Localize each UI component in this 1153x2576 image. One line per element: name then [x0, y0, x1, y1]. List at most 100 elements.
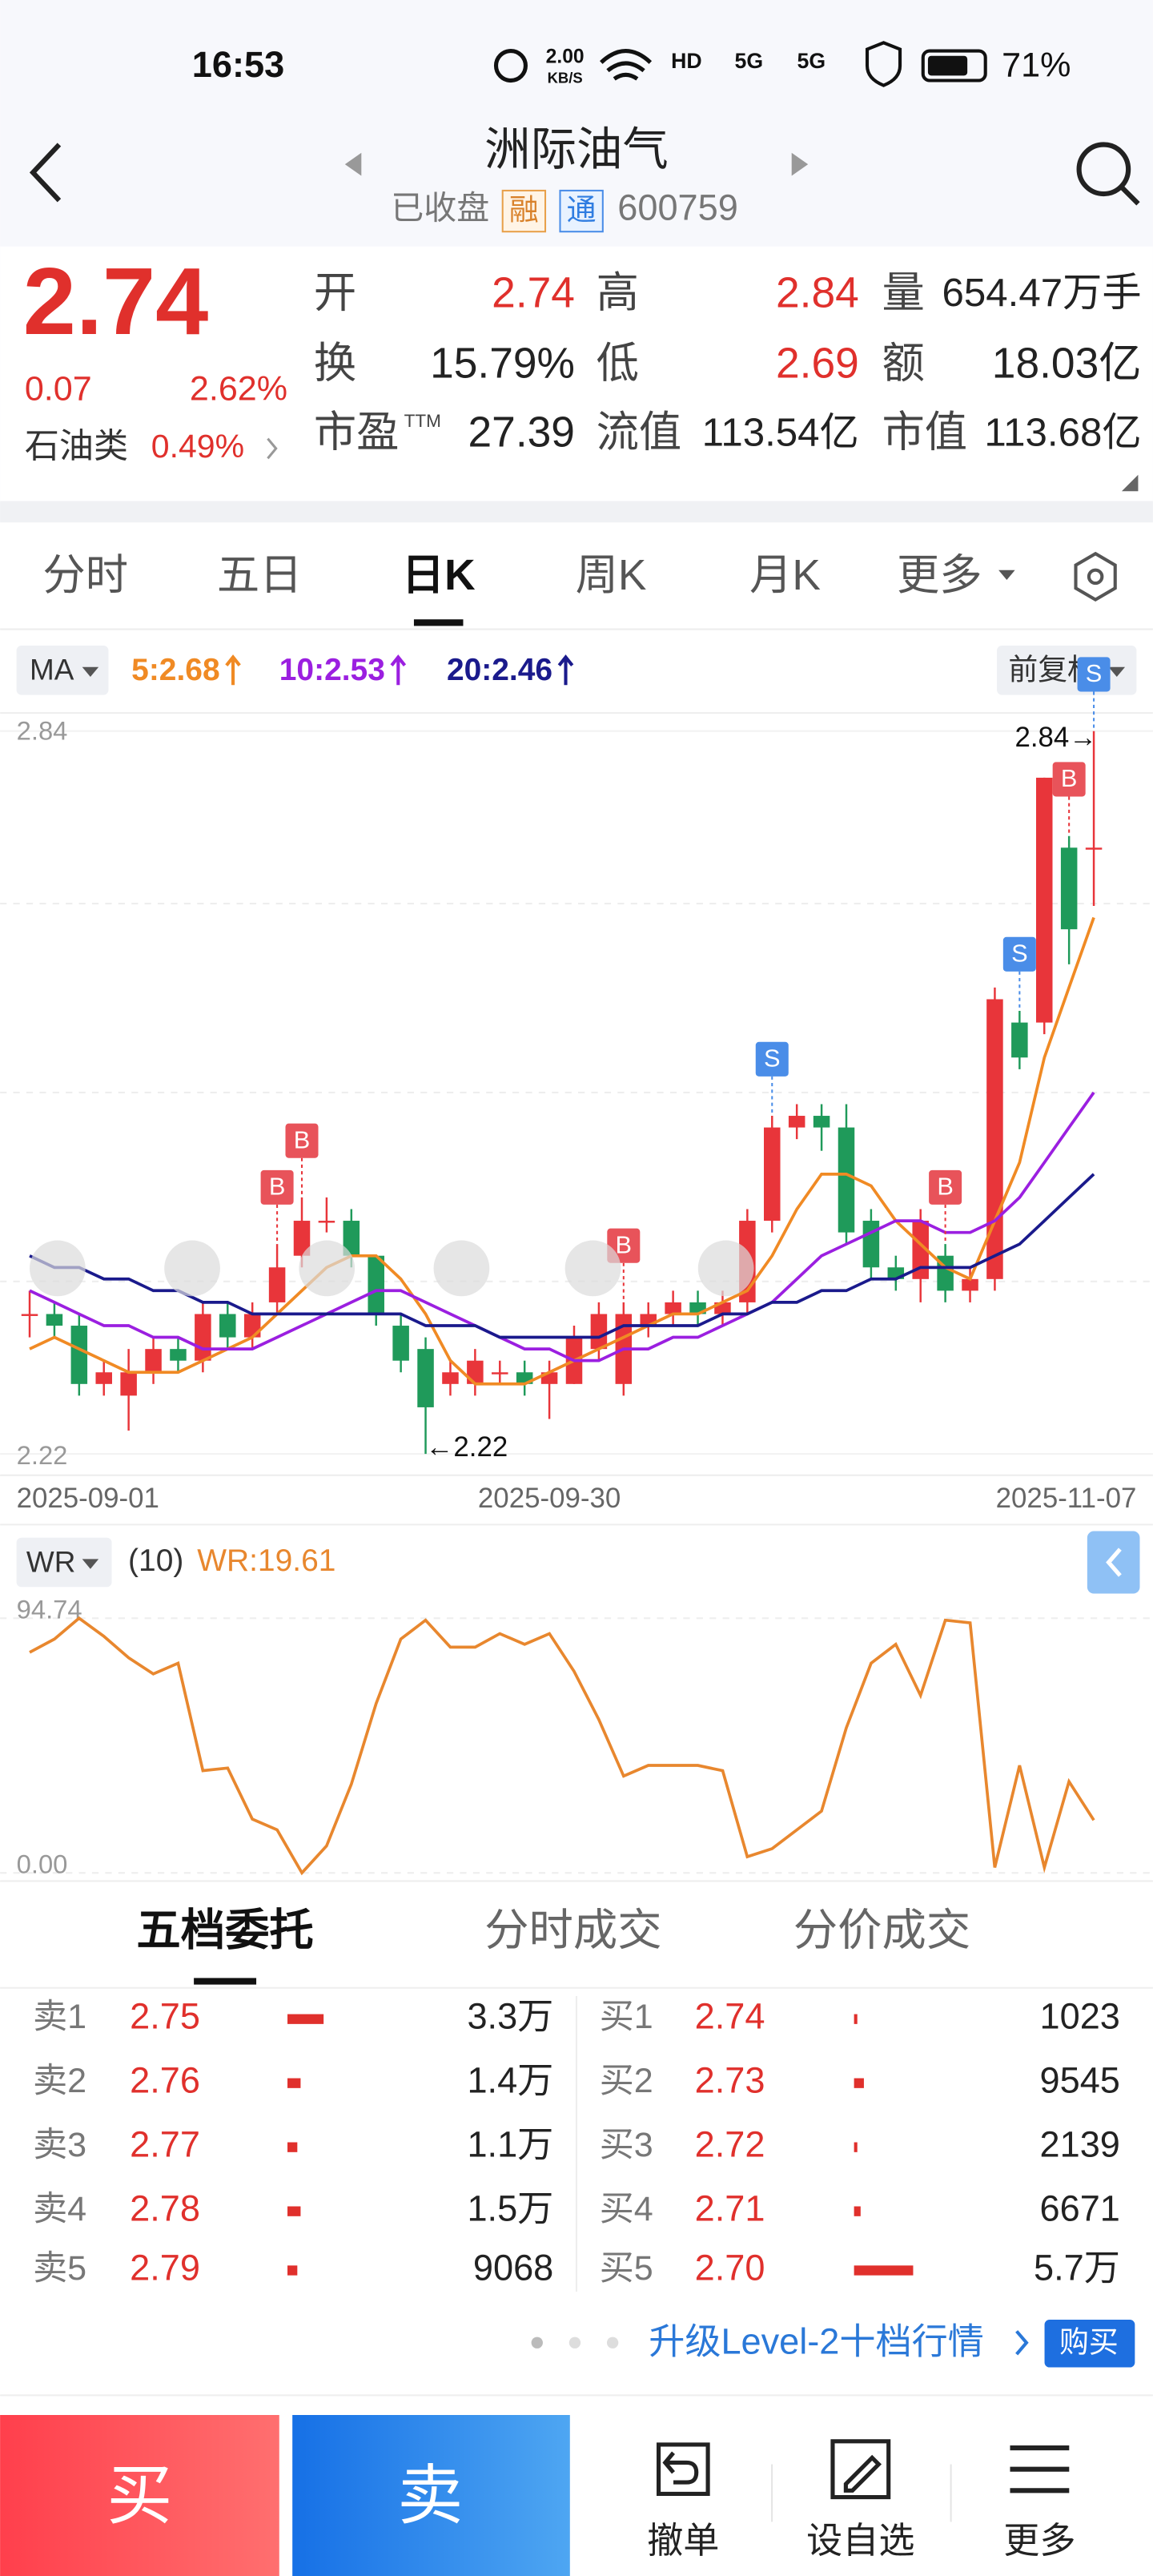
tab[interactable]: 更多 — [897, 552, 982, 599]
wr-select[interactable] — [16, 1537, 112, 1588]
side-tab[interactable] — [1087, 1531, 1140, 1594]
candle-body — [1035, 777, 1053, 1023]
trend-arrow — [557, 654, 574, 686]
book-volume: 1.4万 — [467, 2060, 553, 2101]
tab[interactable]: 日K — [402, 552, 476, 599]
book-price: 2.72 — [695, 2124, 765, 2165]
stock-code: 600759 — [617, 187, 738, 227]
candle-body — [442, 1372, 459, 1384]
book-volume: 1023 — [1040, 1996, 1120, 2037]
tab[interactable]: 月K — [749, 552, 821, 599]
promo-button[interactable] — [1044, 2320, 1135, 2368]
sector-arrow[interactable] — [267, 437, 278, 460]
signal-label: S — [1086, 659, 1103, 687]
back-button[interactable] — [29, 143, 62, 203]
tab[interactable]: 周K — [576, 552, 647, 599]
settings-button[interactable] — [1074, 551, 1117, 602]
book-bar — [287, 2265, 298, 2276]
book-price: 2.74 — [695, 1996, 765, 2037]
ma-line — [29, 1173, 1095, 1339]
dropdown-arrow — [82, 1559, 99, 1569]
expand-corner[interactable] — [1121, 474, 1139, 492]
search-button[interactable] — [1076, 142, 1131, 197]
buy-button[interactable] — [0, 2415, 279, 2576]
indicator-name[interactable]: MA — [30, 654, 74, 686]
tab[interactable]: 五日 — [217, 552, 303, 599]
book-bar — [287, 2078, 301, 2088]
cancel-icon[interactable] — [656, 2442, 710, 2497]
action-label[interactable]: 撤单 — [647, 2520, 719, 2561]
indicator-name[interactable]: WR — [26, 1545, 76, 1578]
field-label: 市盈 — [314, 409, 400, 457]
book-level: 卖1 — [33, 1998, 86, 2036]
y-tick-label: 2.22 — [17, 1440, 68, 1470]
candle-body — [70, 1326, 88, 1384]
chart-control[interactable] — [564, 1240, 621, 1297]
promo-text[interactable]: 升级Level-2十档行情 — [649, 2321, 984, 2362]
more-icon[interactable] — [1010, 2445, 1070, 2493]
field-label: 换 — [314, 340, 356, 387]
action-label[interactable]: 更多 — [1003, 2520, 1075, 2561]
battery: 71% — [1002, 46, 1071, 84]
book-bar — [854, 2078, 864, 2088]
candle-body — [838, 1127, 855, 1233]
field-label: 流值 — [597, 409, 682, 457]
signal-label: B — [294, 1125, 311, 1153]
x-tick-label: 2025-09-01 — [17, 1483, 159, 1514]
buy-label[interactable]: 买 — [106, 2459, 172, 2532]
battery-icon — [921, 49, 987, 83]
book-volume: 5.7万 — [1034, 2247, 1120, 2288]
book-tab[interactable]: 五档委托 — [136, 1906, 313, 1955]
promo-button-label[interactable]: 购买 — [1059, 2326, 1119, 2359]
watch-icon[interactable] — [830, 2439, 891, 2500]
field-sup: TTM — [404, 411, 441, 431]
book-volume: 1.1万 — [467, 2124, 553, 2165]
tab[interactable]: 分时 — [42, 552, 128, 599]
signal-box — [1077, 657, 1111, 692]
trend-arrow — [225, 654, 241, 686]
candle-body — [268, 1267, 286, 1302]
chart-control[interactable] — [697, 1240, 754, 1297]
signal-label: B — [937, 1173, 954, 1201]
book-tab[interactable]: 分时成交 — [484, 1906, 661, 1955]
chart-control[interactable] — [299, 1240, 356, 1297]
signal-box — [260, 1169, 294, 1205]
alarm-icon — [493, 49, 528, 83]
book-bar — [287, 2206, 301, 2216]
chart-control[interactable] — [30, 1240, 86, 1297]
candle-body — [368, 1255, 384, 1314]
book-price: 2.78 — [130, 2188, 200, 2229]
margin-tag: 融 — [509, 193, 539, 226]
candle-body — [417, 1349, 434, 1407]
field-value: 113.68亿 — [984, 411, 1141, 455]
settings-dot — [1087, 568, 1104, 586]
tab-underline — [194, 1978, 257, 1985]
sell-label[interactable]: 卖 — [397, 2459, 463, 2532]
candle-body — [195, 1314, 211, 1361]
wifi-icon — [600, 49, 653, 81]
chart-control[interactable] — [433, 1240, 490, 1297]
book-volume: 1.5万 — [467, 2188, 553, 2229]
signal-label: B — [1061, 764, 1078, 792]
promo-arrow — [1015, 2330, 1029, 2356]
book-volume: 9545 — [1040, 2060, 1120, 2101]
book-bar — [854, 2265, 914, 2276]
legend-entry: WR:19.61 — [197, 1544, 335, 1578]
book-level: 买2 — [600, 2062, 653, 2100]
next-stock[interactable] — [791, 152, 809, 176]
candle-body — [813, 1116, 830, 1128]
sell-button[interactable] — [292, 2415, 570, 2576]
ma-select[interactable] — [16, 646, 109, 695]
book-bar — [854, 2014, 858, 2024]
action-label[interactable]: 设自选 — [806, 2520, 914, 2561]
x-tick-label: 2025-09-30 — [478, 1483, 621, 1514]
book-tab[interactable]: 分价成交 — [793, 1906, 970, 1955]
prev-stock[interactable] — [344, 152, 362, 176]
chart-control[interactable] — [164, 1240, 220, 1297]
net-speed-unit: KB/S — [548, 69, 583, 86]
candle-body — [1011, 1022, 1028, 1058]
candle-body — [120, 1372, 137, 1396]
tag-box — [501, 189, 547, 233]
